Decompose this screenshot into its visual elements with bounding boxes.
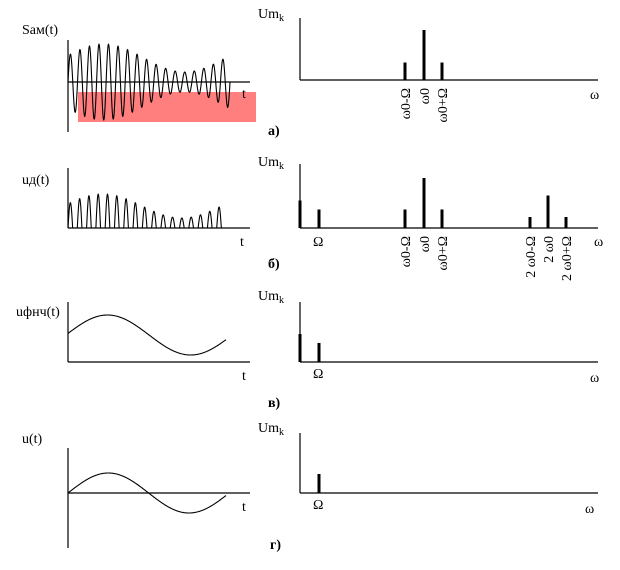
spectral-line-label: Ω — [313, 367, 323, 382]
panel-d: u(t) t Umk ω Ω г) — [22, 421, 598, 553]
spectrum-lines: Ω — [298, 334, 323, 382]
spectrum-y-label: Umk — [258, 155, 284, 172]
time-x-label: t — [240, 235, 244, 250]
panel-caption: б) — [268, 257, 280, 272]
spectrum-lines: ω0-Ω ω0 ω0+Ω — [399, 30, 451, 123]
spectrum-y-label: Umk — [258, 421, 284, 438]
panel-caption: а) — [268, 124, 280, 139]
spectral-line-label: ω0+Ω — [436, 88, 451, 123]
time-y-label: u(t) — [22, 432, 43, 447]
spectral-line-label: Ω — [313, 498, 323, 513]
am-signal-waveform — [67, 43, 231, 121]
spectral-line-label: ω0-Ω — [399, 88, 414, 119]
lowpass-output-waveform — [67, 314, 227, 356]
spectrum-x-label: ω — [594, 235, 603, 250]
spectrum-x-label: ω — [590, 371, 599, 386]
spectral-line-label: ω0 — [418, 88, 433, 104]
time-y-label: uд(t) — [22, 173, 50, 188]
spectral-line-label: ω0-Ω — [399, 236, 414, 267]
panel-c: uфнч(t) t Umk ω Ω в) — [16, 289, 599, 411]
spectrum-x-label: ω — [585, 502, 594, 517]
panel-caption: г) — [270, 538, 281, 553]
spectrum-y-label: Umk — [258, 7, 284, 24]
time-x-label: t — [242, 369, 246, 384]
panel-caption: в) — [268, 396, 281, 411]
time-x-label: t — [242, 500, 246, 515]
time-y-label: uфнч(t) — [16, 305, 60, 320]
spectrum-lines: Ω — [313, 474, 323, 513]
spectral-line-label: 2 ω0-Ω — [524, 236, 539, 278]
time-x-label: t — [242, 87, 246, 102]
spectral-line-label: ω0+Ω — [436, 236, 451, 271]
time-y-label: Sам(t) — [22, 23, 58, 38]
spectral-line-label: 2 ω0 — [542, 236, 557, 263]
spectrum-x-label: ω — [590, 88, 599, 103]
panel-a: Sам(t) t Umk ω ω0-Ω ω0 ω0+Ω а) — [22, 7, 599, 139]
detected-signal-waveform — [67, 193, 226, 229]
spectral-line-label: Ω — [313, 235, 323, 250]
spectral-line-label: ω0 — [418, 236, 433, 252]
spectrum-y-label: Umk — [258, 289, 284, 306]
output-signal-waveform — [67, 472, 227, 514]
spectral-line-label: 2 ω0+Ω — [560, 236, 575, 281]
